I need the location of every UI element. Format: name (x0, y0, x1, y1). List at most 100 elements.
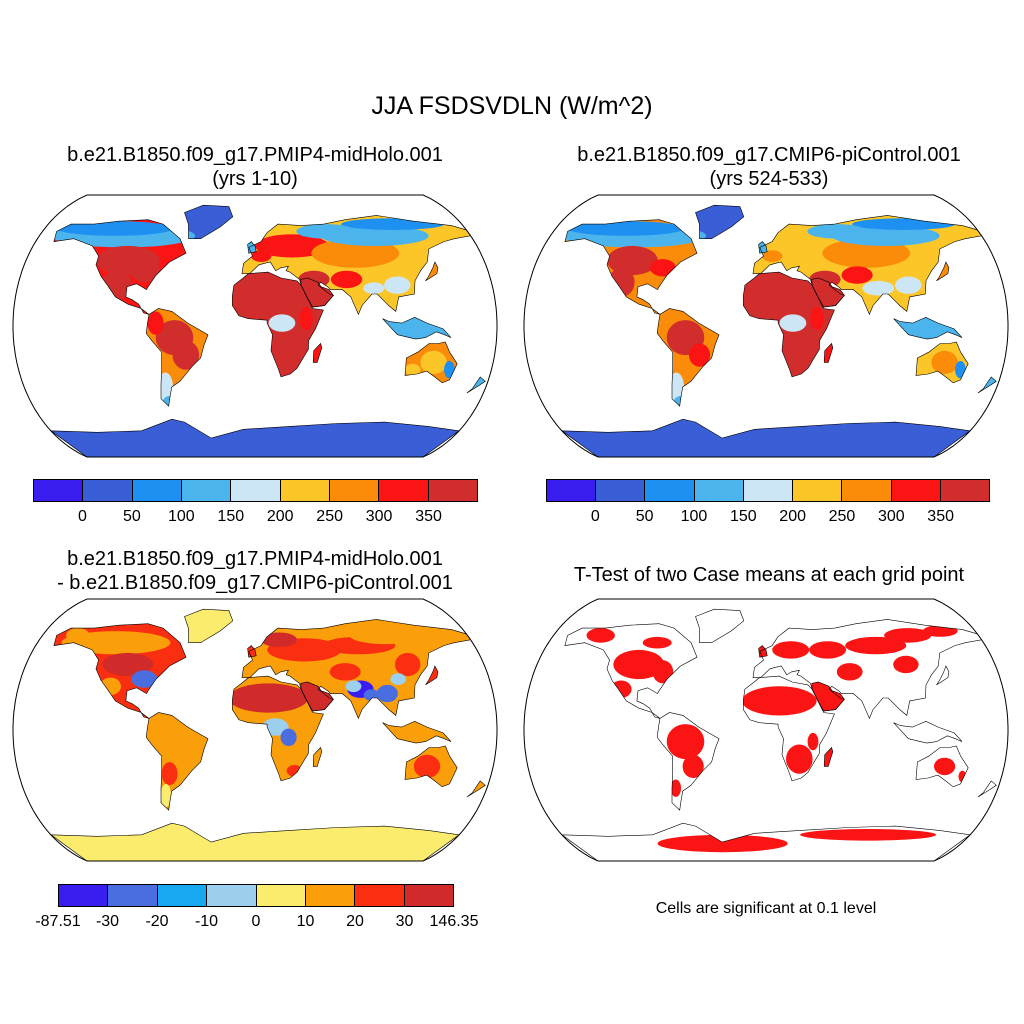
coastline-arabiaFill (300, 277, 334, 308)
coastline-australia (915, 745, 969, 788)
field-patch (666, 724, 705, 760)
colorbar-cell (329, 480, 380, 501)
colorbar-tick-label: 10 (296, 913, 315, 930)
colorbar-cell (59, 885, 109, 906)
field-patch (642, 636, 672, 649)
field-patch (779, 314, 807, 332)
map-content (560, 204, 997, 457)
field-patch (657, 834, 788, 853)
land-madagascar (824, 747, 833, 767)
field-patch (228, 276, 309, 312)
colorbar-tick-label: 146.35 (429, 913, 479, 930)
colorbar-tick-label: 250 (316, 508, 344, 525)
land-greenland (184, 609, 233, 643)
field-patch (650, 259, 676, 277)
colorbar-cell (157, 885, 208, 906)
map-border (12, 194, 498, 458)
colorbar-cell (231, 480, 281, 501)
field-patch (884, 628, 932, 643)
field-patch (296, 224, 356, 239)
field-patch (444, 361, 455, 379)
land-indonesia (382, 317, 451, 340)
land-indonesia (893, 721, 962, 744)
coastline-madagascar (823, 342, 834, 363)
field-patch (800, 829, 937, 841)
colorbar-cell (305, 885, 356, 906)
field-patch (931, 350, 958, 374)
field-overlay (61, 626, 457, 808)
coastline-northAmerica (564, 219, 698, 315)
field-patch (958, 770, 967, 783)
field-patch (955, 361, 966, 379)
land-indonesia (382, 721, 451, 744)
coastline-uk (758, 241, 768, 254)
land-greenland (695, 609, 744, 643)
field-patch (299, 307, 313, 331)
colorbar-cell (181, 480, 232, 501)
panel2-title-line1: b.e21.B1850.f09_g17.CMIP6-piControl.001 (577, 144, 961, 166)
land-madagascar (824, 343, 833, 363)
field-patch (413, 754, 441, 778)
coastline-africa (742, 675, 835, 782)
field-patch (845, 636, 907, 655)
coastline-madagascar (823, 746, 834, 767)
field-patch (363, 282, 385, 294)
land-antarctica (50, 419, 460, 457)
colorbar-cell (280, 480, 330, 501)
coastline-southAmerica (145, 712, 209, 811)
panel1-colorbar-labels: 0 50 100 150 200 250 300 350 (33, 508, 478, 528)
colorbar-tick-label: 150 (729, 508, 757, 525)
field-patch (787, 327, 820, 369)
field-patch (330, 270, 363, 289)
colorbar-tick-label: 20 (346, 913, 364, 930)
field-patch (668, 372, 684, 402)
field-patch (376, 684, 398, 703)
field-patch (228, 683, 309, 713)
coastline-madagascar (312, 746, 323, 767)
coastline-antarctica (49, 822, 460, 861)
coastline-japan (936, 665, 950, 686)
land-arabiaFill (300, 682, 334, 712)
coastline-nz (977, 780, 997, 798)
field-patch (329, 663, 361, 681)
field-patch (688, 343, 711, 367)
colorbar-cell (694, 480, 744, 501)
field-patch (172, 340, 200, 370)
colorbar-cell (547, 480, 597, 501)
coastline-eurasia (241, 215, 472, 316)
land-eurasia (753, 619, 982, 719)
colorbar-cell (793, 480, 843, 501)
land-southAmerica (146, 712, 208, 811)
coastline-nz (466, 376, 486, 394)
field-patch (100, 270, 133, 300)
colorbar-tick-label: 50 (635, 508, 654, 525)
panel2-title: b.e21.B1850.f09_g17.CMIP6-piControl.001 … (514, 143, 1024, 191)
field-patch (131, 670, 158, 688)
panel2-colorbar (546, 479, 990, 502)
field-overlay (586, 625, 967, 853)
panel3-title-line1: b.e21.B1850.f09_g17.PMIP4-midHolo.001 (67, 548, 443, 570)
coastline-arabiaFill (811, 681, 845, 712)
land-japan (425, 666, 438, 685)
field-patch (157, 372, 173, 402)
land-arabiaFill (811, 682, 845, 712)
coastline-northAmerica (53, 623, 187, 719)
field-patch (682, 754, 704, 778)
field-patch (607, 245, 658, 276)
field-patch (298, 270, 330, 289)
panel2-colorbar-labels: 0 50 100 150 200 250 300 350 (546, 508, 990, 528)
colorbar-cell (404, 885, 453, 906)
coastline-australia (404, 745, 458, 788)
panel2-title-line2: (yrs 524-533) (709, 168, 829, 190)
colorbar-tick-label: 250 (828, 508, 856, 525)
land-indonesia (893, 317, 962, 340)
field-patch (895, 276, 922, 294)
figure-title: JJA FSDSVDLN (W/m^2) (371, 92, 653, 120)
panel3-colorbar-labels: -87.51 -30 -20 -10 0 10 20 30 146.35 (35, 913, 478, 933)
colorbar-tick-label: 200 (266, 508, 294, 525)
coastline-eurasia (752, 215, 983, 316)
land-greenland (184, 205, 233, 239)
field-patch (255, 234, 329, 258)
field-patch (862, 280, 895, 296)
field-patch (810, 307, 824, 331)
